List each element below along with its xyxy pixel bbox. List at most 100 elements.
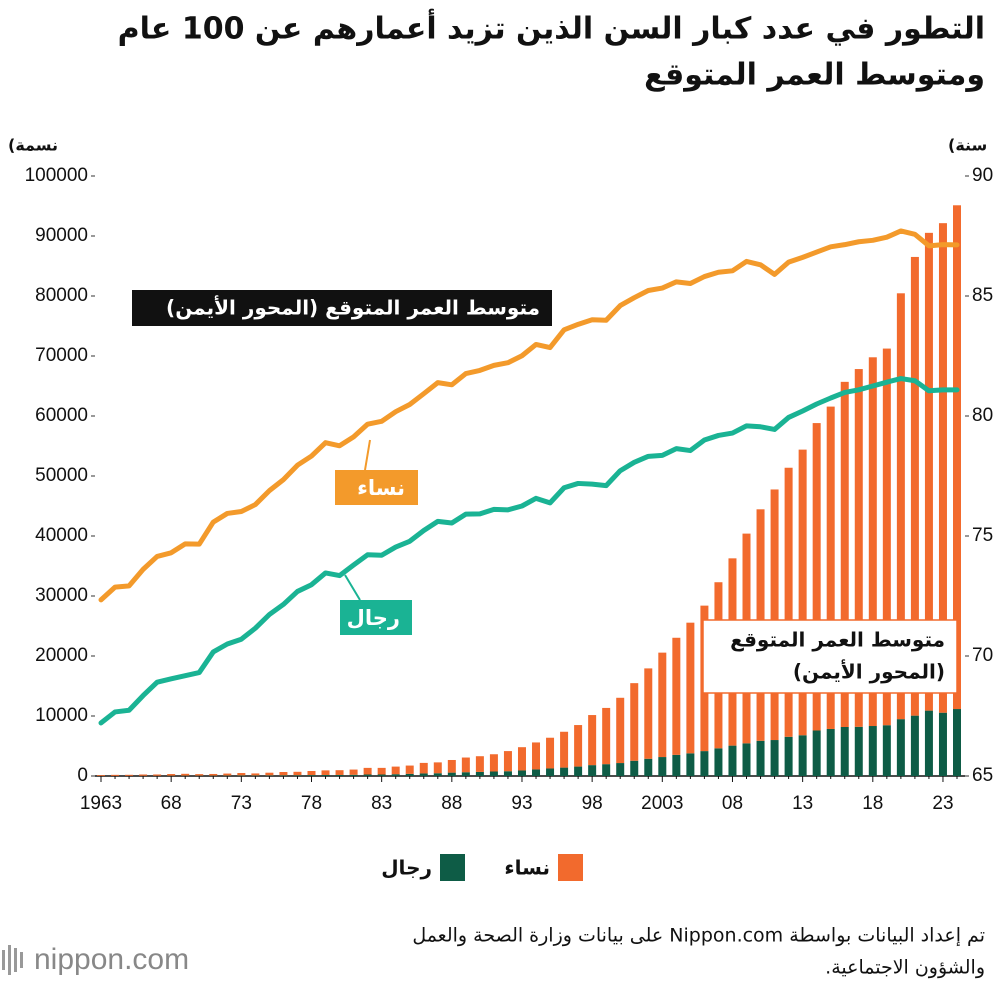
bar — [461, 772, 470, 776]
bar — [517, 770, 526, 776]
bar — [335, 774, 344, 776]
y2-tick-label: 90 — [972, 165, 993, 186]
bar — [447, 772, 456, 776]
line-label: رجال — [347, 606, 400, 630]
bar — [924, 710, 933, 776]
bar — [812, 423, 821, 731]
bar — [630, 760, 639, 776]
bar — [882, 725, 891, 776]
y-tick-label: 60000 — [35, 405, 88, 426]
bar — [784, 467, 793, 737]
logo-mark — [2, 945, 23, 975]
line — [98, 376, 960, 726]
legend-label: رجال — [381, 856, 432, 880]
y-tick-label: 40000 — [35, 525, 88, 546]
bar — [630, 683, 639, 761]
y-tick-label: 70000 — [35, 345, 88, 366]
x-tick-label: 23 — [932, 793, 953, 814]
x-tick-label: 98 — [582, 793, 603, 814]
bar — [265, 772, 274, 776]
bar — [195, 774, 204, 776]
bar — [293, 771, 302, 776]
bar — [840, 726, 849, 776]
bar — [616, 697, 625, 764]
bar — [223, 773, 232, 776]
source-note: تم إعداد البيانات بواسطة Nippon.com على … — [412, 925, 985, 948]
bar — [209, 773, 218, 776]
bar — [658, 652, 667, 758]
bar — [391, 766, 400, 775]
bar — [433, 773, 442, 776]
x-tick-label: 93 — [511, 793, 532, 814]
bar — [433, 762, 442, 774]
y2-tick-label: 75 — [972, 525, 993, 546]
bar — [419, 762, 428, 774]
y-tick-label: 30000 — [35, 585, 88, 606]
y2-tick-label: 85 — [972, 285, 993, 306]
bar — [167, 774, 176, 776]
annotation: متوسط العمر المتوقع — [730, 628, 945, 652]
x-tick-label: 13 — [792, 793, 813, 814]
y-tick-label: 50000 — [35, 465, 88, 486]
bar — [349, 774, 358, 776]
bar — [125, 774, 134, 776]
bar — [532, 742, 541, 770]
bar — [111, 774, 120, 776]
bar — [405, 773, 414, 776]
bar — [854, 369, 863, 727]
bar — [265, 775, 274, 776]
bar — [742, 743, 751, 776]
legend-swatch — [440, 854, 465, 881]
bar — [475, 771, 484, 776]
bar — [616, 763, 625, 776]
x-tick-label: 08 — [722, 793, 743, 814]
y-tick-label: 20000 — [35, 645, 88, 666]
x-tick-label: 18 — [862, 793, 883, 814]
bar — [714, 748, 723, 776]
bar — [770, 740, 779, 776]
bar — [686, 622, 695, 754]
bar — [882, 348, 891, 726]
bar — [153, 774, 162, 776]
bar — [546, 737, 555, 769]
bar — [391, 774, 400, 776]
bar — [517, 747, 526, 771]
y-tick-label: 80000 — [35, 285, 88, 306]
bar — [560, 767, 569, 776]
bar — [602, 707, 611, 765]
line — [98, 228, 960, 603]
bar — [896, 293, 905, 720]
bar — [489, 771, 498, 776]
legend-label: نساء — [504, 856, 550, 880]
bar — [377, 767, 386, 775]
y-axis-label: (نسمة — [8, 136, 58, 155]
bar — [588, 715, 597, 766]
bar — [307, 775, 316, 776]
y2-tick-label: 70 — [972, 645, 993, 666]
y-tick-label: 90000 — [35, 225, 88, 246]
annotation: متوسط العمر المتوقع (المحور الأيمن) — [166, 295, 540, 320]
x-tick-label: 1963 — [80, 793, 122, 814]
callout-box — [340, 600, 412, 635]
bar — [279, 772, 288, 776]
bar — [798, 735, 807, 776]
bar — [461, 757, 470, 773]
y-tick-label: 10000 — [35, 705, 88, 726]
bar — [602, 764, 611, 776]
bar — [251, 773, 260, 776]
bar — [363, 774, 372, 776]
bar — [349, 769, 358, 775]
bar — [644, 758, 653, 776]
bar — [503, 751, 512, 772]
x-tick-label: 2003 — [641, 793, 683, 814]
bar — [574, 766, 583, 776]
bar — [868, 357, 877, 727]
bar — [826, 406, 835, 729]
bar — [854, 726, 863, 776]
x-tick-label: 78 — [301, 793, 322, 814]
bar — [700, 751, 709, 776]
bar — [924, 232, 933, 711]
bar — [237, 775, 246, 776]
bar — [546, 768, 555, 776]
